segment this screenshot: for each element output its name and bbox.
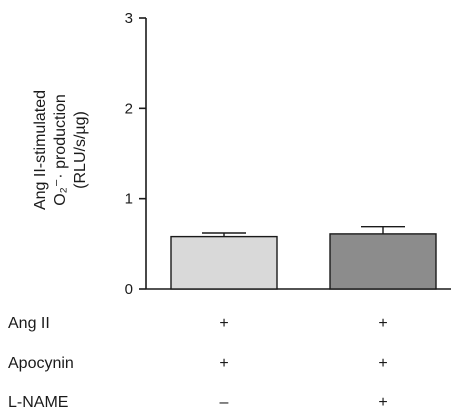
y-axis-label: Ang II-stimulated O₂⁻· production (RLU/s… <box>32 90 89 210</box>
y-tick-label: 1 <box>125 191 133 208</box>
condition-label-apocynin: Apocynin <box>8 355 74 372</box>
bar-2 <box>329 233 437 290</box>
y-tick-label: 2 <box>125 100 133 117</box>
y-tick-label: 3 <box>125 10 133 27</box>
bar-1 <box>170 235 278 290</box>
condition-label-ang-ii: Ang II <box>8 315 50 332</box>
condition-mark-apocynin-bar-1: + <box>219 355 228 372</box>
y-axis-label-line-2: O₂⁻· production <box>52 94 69 206</box>
condition-label-l-name: L-NAME <box>8 394 68 411</box>
condition-mark-apocynin-bar-2: + <box>378 355 387 372</box>
condition-mark-ang-ii-bar-1: + <box>219 315 228 332</box>
condition-mark-ang-ii-bar-2: + <box>378 315 387 332</box>
condition-mark-l-name-bar-2: + <box>378 394 387 411</box>
y-axis: 0 1 2 3 <box>125 10 147 298</box>
y-tick-label: 0 <box>125 281 133 298</box>
y-axis-label-line-1: Ang II-stimulated <box>32 90 49 210</box>
condition-table: Ang II + + Apocynin + + L-NAME – + <box>8 315 388 411</box>
y-axis-label-line-3: (RLU/s/µg) <box>72 111 89 189</box>
condition-mark-l-name-bar-1: – <box>220 394 229 411</box>
bars <box>170 225 437 290</box>
